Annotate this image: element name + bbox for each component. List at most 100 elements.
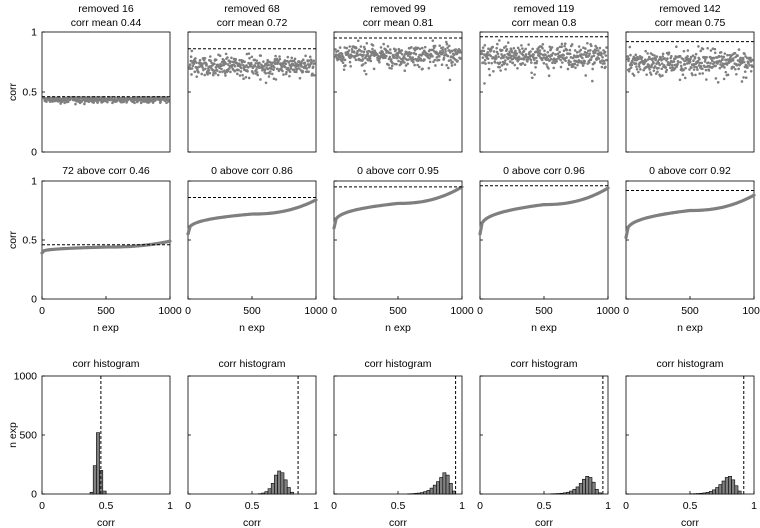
scatter-point (188, 63, 192, 66)
scatter-point (284, 62, 288, 66)
histogram-bar (283, 479, 288, 495)
histogram-bar (588, 477, 593, 495)
scatter-point (447, 66, 450, 70)
scatter-point (369, 59, 373, 63)
scatter-point (233, 69, 236, 73)
scatter-point (293, 57, 297, 61)
scatter-point (442, 56, 446, 60)
scatter-point (556, 47, 559, 50)
scatter-point (491, 45, 495, 49)
scatter-point (544, 53, 547, 57)
scatter-point (269, 61, 272, 64)
scatter-point (653, 65, 657, 68)
x-axis-label: corr (243, 517, 262, 528)
panel-title-corr-mean: corr mean 0.8 (512, 17, 577, 29)
scatter-point (482, 61, 485, 64)
scatter-point (690, 66, 693, 69)
scatter-point (213, 69, 216, 73)
scatter-panel: removed 16 corr mean 0.44 0 0.5 1 (22, 3, 171, 159)
histogram-bar (721, 480, 726, 495)
scatter-point (591, 67, 594, 71)
scatter-point (294, 65, 298, 69)
scatter-point (247, 76, 251, 80)
scatter-point (263, 68, 267, 72)
scatter-point (434, 64, 437, 67)
histogram-bar (102, 490, 107, 495)
scatter-point (646, 52, 649, 55)
scatter-point (419, 59, 423, 62)
scatter-point (560, 45, 563, 49)
scatter-point (345, 46, 349, 50)
scatter-point (571, 65, 575, 68)
scatter-point (627, 57, 631, 60)
scatter-point (530, 71, 533, 75)
scatter-point (83, 102, 86, 106)
scatter-point (670, 69, 673, 72)
scatter-point (517, 55, 521, 58)
scatter-point (634, 56, 637, 60)
scatter-point (601, 55, 604, 59)
scatter-point (195, 61, 198, 64)
scatter-point (749, 69, 753, 73)
scatter-point (682, 68, 685, 72)
scatter-point (394, 48, 398, 52)
scatter-point (212, 62, 216, 66)
scatter-point (629, 53, 632, 57)
scatter-point (666, 57, 669, 60)
scatter-point (308, 55, 312, 59)
scatter-point (709, 62, 712, 65)
x-tick-label: 0 (331, 500, 337, 512)
scatter-point (427, 66, 431, 70)
scatter-point (742, 76, 745, 79)
histogram-bar (578, 483, 583, 495)
scatter-point (573, 62, 577, 66)
panel-title-above: 0 above corr 0.96 (503, 165, 585, 177)
scatter-point (555, 59, 558, 63)
scatter-point (505, 48, 509, 51)
scatter-points (334, 39, 462, 82)
scatter-point (387, 63, 390, 67)
scatter-point (506, 41, 510, 44)
scatter-point (559, 65, 563, 69)
histogram-bar (575, 486, 580, 495)
scatter-point (275, 67, 279, 71)
scatter-point (707, 69, 711, 72)
sorted-panel: 72 above corr 0.46 0 0.5 1 0 500 1000 n exp (22, 165, 181, 334)
x-tick-label: 500 (681, 305, 699, 317)
scatter-point (311, 72, 314, 76)
scatter-point (250, 63, 253, 66)
histogram-bar (413, 493, 418, 495)
scatter-point (198, 58, 202, 62)
scatter-point (266, 67, 270, 71)
scatter-point (594, 44, 597, 48)
scatter-point (705, 78, 708, 81)
scatter-point (246, 65, 250, 69)
scatter-point (564, 59, 567, 63)
scatter-point (226, 63, 230, 66)
scatter-point (703, 65, 706, 69)
scatter-point (487, 61, 491, 65)
scatter-point (206, 73, 209, 76)
scatter-point (278, 55, 281, 58)
scatter-point (250, 55, 254, 59)
scatter-point (632, 74, 636, 77)
scatter-point (348, 60, 352, 64)
axes-frame (625, 180, 755, 300)
scatter-point (565, 56, 568, 59)
scatter-point (737, 48, 741, 51)
x-tick-label: 0 (185, 305, 191, 317)
scatter-point (698, 72, 702, 75)
scatter-point (212, 71, 215, 75)
scatter-point (298, 67, 301, 70)
scatter-point (511, 61, 515, 65)
scatter-point (239, 66, 243, 70)
scatter-point (289, 67, 293, 70)
histogram-bar (261, 492, 266, 495)
x-tick-label: 0 (477, 500, 483, 512)
scatter-point (573, 49, 577, 52)
scatter-point (545, 63, 548, 66)
scatter-point (726, 53, 729, 57)
scatter-point (600, 65, 604, 69)
scatter-point (701, 72, 704, 75)
